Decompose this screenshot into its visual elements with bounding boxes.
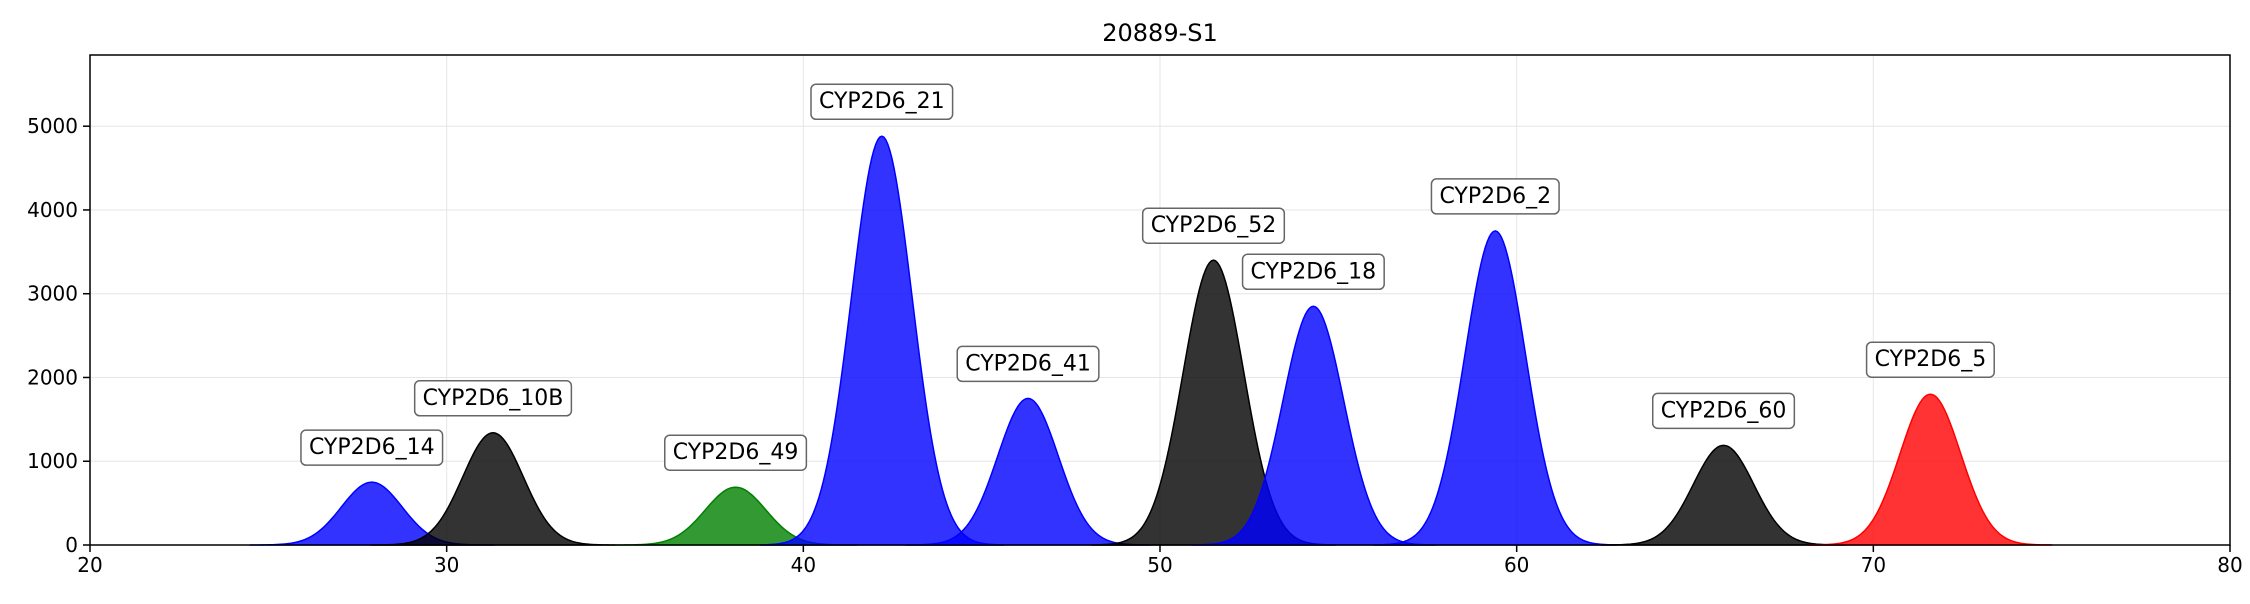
peak-label-box bbox=[810, 83, 954, 120]
x-tick-label: 50 bbox=[1147, 553, 1172, 577]
peak-label-text: CYP2D6_2 bbox=[1439, 184, 1551, 209]
peak-label-box bbox=[413, 380, 573, 417]
peak-cyp2d6_5 bbox=[1808, 393, 2053, 546]
peak-cyp2d6_2 bbox=[1373, 230, 1618, 546]
peak-label-cyp2d6_52: CYP2D6_52 bbox=[1141, 207, 1286, 244]
peak-label-text: CYP2D6_14 bbox=[309, 435, 435, 460]
peak-cyp2d6_21 bbox=[759, 135, 1004, 546]
x-tick-label: 40 bbox=[791, 553, 816, 577]
y-tick-label: 3000 bbox=[27, 282, 78, 306]
peak-label-box bbox=[1430, 178, 1560, 215]
y-tick-label: 0 bbox=[65, 533, 78, 557]
y-tick-label: 1000 bbox=[27, 449, 78, 473]
peak-label-cyp2d6_41: CYP2D6_41 bbox=[956, 345, 1100, 383]
peak-label-text: CYP2D6_49 bbox=[673, 440, 799, 465]
peak-label-box bbox=[1865, 341, 1995, 378]
peak-label-cyp2d6_14: CYP2D6_14 bbox=[300, 429, 444, 466]
peak-label-text: CYP2D6_5 bbox=[1875, 347, 1987, 372]
peak-label-box bbox=[1241, 253, 1385, 291]
peak-label-box bbox=[1651, 392, 1796, 430]
peak-label-box bbox=[300, 429, 444, 466]
peak-cyp2d6_41 bbox=[906, 397, 1151, 546]
peak-label-cyp2d6_18: CYP2D6_18 bbox=[1241, 253, 1385, 291]
axis-ticks: 20 30 40 50 60 70 80 0 1000 2000 3000 4000 5000 bbox=[27, 114, 2243, 577]
peak-cyp2d6_18 bbox=[1191, 305, 1436, 546]
peak-cyp2d6_60 bbox=[1601, 444, 1846, 546]
peak-label-box bbox=[1141, 207, 1286, 244]
peak-label-text: CYP2D6_18 bbox=[1251, 259, 1377, 284]
x-tick-label: 80 bbox=[2217, 553, 2242, 577]
peak-labels: CYP2D6_14 CYP2D6_10B CYP2D6_49 CYP2D6_21 CYP… bbox=[300, 83, 1995, 471]
chart-title: 20889-S1 bbox=[1102, 19, 1218, 47]
peak-label-cyp2d6_10b: CYP2D6_10B bbox=[413, 380, 573, 417]
peak-label-cyp2d6_49: CYP2D6_49 bbox=[664, 434, 808, 471]
peak-cyp2d6_10b bbox=[371, 432, 616, 546]
y-tick-label: 5000 bbox=[27, 114, 78, 138]
x-tick-label: 30 bbox=[434, 553, 459, 577]
peak-label-text: CYP2D6_41 bbox=[965, 351, 1091, 376]
peaks bbox=[249, 135, 2053, 546]
peak-label-box bbox=[956, 345, 1100, 383]
y-tick-label: 4000 bbox=[27, 198, 78, 222]
peak-label-text: CYP2D6_10B bbox=[423, 386, 564, 411]
peak-label-cyp2d6_60: CYP2D6_60 bbox=[1651, 392, 1796, 430]
x-tick-label: 70 bbox=[1861, 553, 1886, 577]
peak-label-cyp2d6_5: CYP2D6_5 bbox=[1865, 341, 1995, 378]
x-tick-label: 60 bbox=[1504, 553, 1529, 577]
peak-label-text: CYP2D6_21 bbox=[819, 89, 945, 114]
peak-label-cyp2d6_2: CYP2D6_2 bbox=[1430, 178, 1560, 215]
peak-label-text: CYP2D6_52 bbox=[1151, 213, 1277, 238]
x-tick-label: 20 bbox=[77, 553, 102, 577]
peak-label-text: CYP2D6_60 bbox=[1661, 398, 1787, 423]
peak-label-box bbox=[664, 434, 808, 471]
peak-label-cyp2d6_21: CYP2D6_21 bbox=[810, 83, 954, 120]
y-tick-label: 2000 bbox=[27, 365, 78, 389]
